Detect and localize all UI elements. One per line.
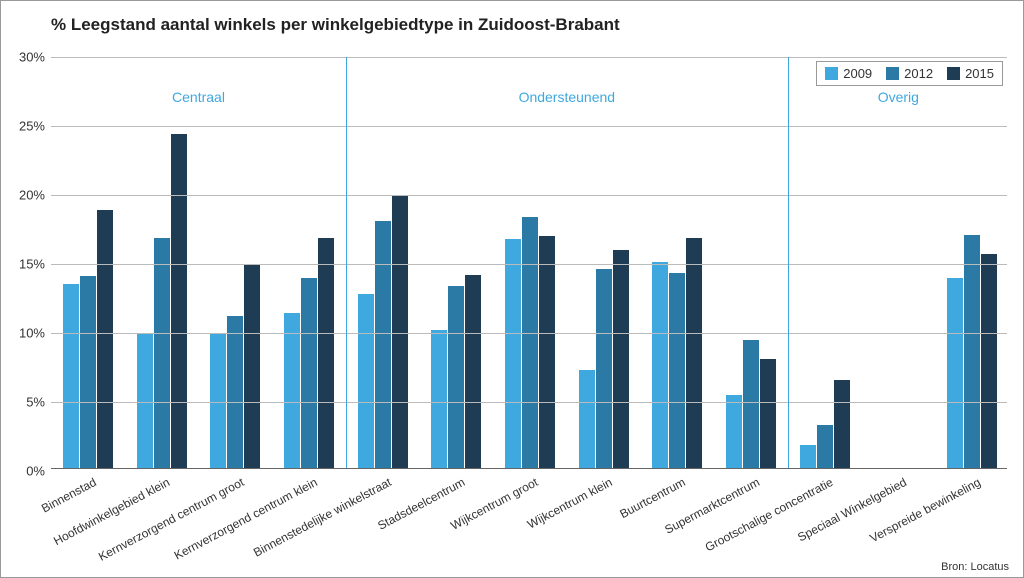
x-axis-labels: BinnenstadHoofdwinkelgebied kleinKernver… — [51, 469, 1007, 577]
y-tick-label: 30% — [7, 50, 45, 65]
y-tick-label: 0% — [7, 464, 45, 479]
chart-frame: % Leegstand aantal winkels per winkelgeb… — [0, 0, 1024, 578]
gridline — [51, 402, 1007, 403]
group-label: Centraal — [172, 89, 225, 105]
bar — [596, 269, 612, 468]
x-tick-label: Kernverzorgend centrum klein — [172, 475, 320, 563]
bar — [579, 370, 595, 468]
bar — [80, 276, 96, 468]
group-divider — [346, 57, 347, 468]
bar — [964, 235, 980, 468]
gridline — [51, 57, 1007, 58]
bar — [726, 395, 742, 468]
bar — [613, 250, 629, 468]
source-text: Bron: Locatus — [941, 561, 1009, 573]
y-tick-label: 10% — [7, 326, 45, 341]
bar — [981, 254, 997, 468]
y-tick-label: 25% — [7, 119, 45, 134]
x-tick-label: Grootschalige concentratie — [703, 475, 836, 554]
bar — [465, 275, 481, 468]
bar — [154, 238, 170, 468]
bar — [358, 294, 374, 468]
plot-area: 2009 2012 2015 0%5%10%15%20%25%30%Centra… — [51, 57, 1007, 469]
bar — [244, 265, 260, 468]
bar — [760, 359, 776, 468]
bar — [743, 340, 759, 468]
y-tick-label: 5% — [7, 395, 45, 410]
bar — [817, 425, 833, 468]
y-tick-label: 15% — [7, 257, 45, 272]
bar — [318, 238, 334, 468]
x-tick-label: Binnenstad — [39, 475, 99, 516]
bar — [539, 236, 555, 468]
gridline — [51, 195, 1007, 196]
bar — [448, 286, 464, 468]
bar — [505, 239, 521, 468]
group-label: Ondersteunend — [519, 89, 616, 105]
group-divider — [788, 57, 789, 468]
bar — [800, 445, 816, 468]
bar — [284, 313, 300, 468]
bar — [375, 221, 391, 468]
bar — [227, 316, 243, 468]
bar — [652, 262, 668, 468]
bar — [431, 330, 447, 468]
gridline — [51, 264, 1007, 265]
group-label: Overig — [878, 89, 919, 105]
x-tick-label: Kernverzorgend centrum groot — [96, 475, 246, 564]
bar — [97, 210, 113, 468]
y-tick-label: 20% — [7, 188, 45, 203]
gridline — [51, 126, 1007, 127]
bar — [171, 134, 187, 468]
bar — [63, 284, 79, 468]
bar — [834, 380, 850, 468]
bar — [522, 217, 538, 468]
chart-title: % Leegstand aantal winkels per winkelgeb… — [51, 15, 620, 35]
x-tick-label: Binnenstedelijke winkelstraat — [251, 475, 394, 560]
bar — [301, 278, 317, 468]
bar — [686, 238, 702, 468]
bars-layer — [51, 57, 1007, 468]
gridline — [51, 333, 1007, 334]
bar — [947, 278, 963, 468]
x-tick-label: Buurtcentrum — [618, 475, 688, 521]
bar — [669, 273, 685, 468]
